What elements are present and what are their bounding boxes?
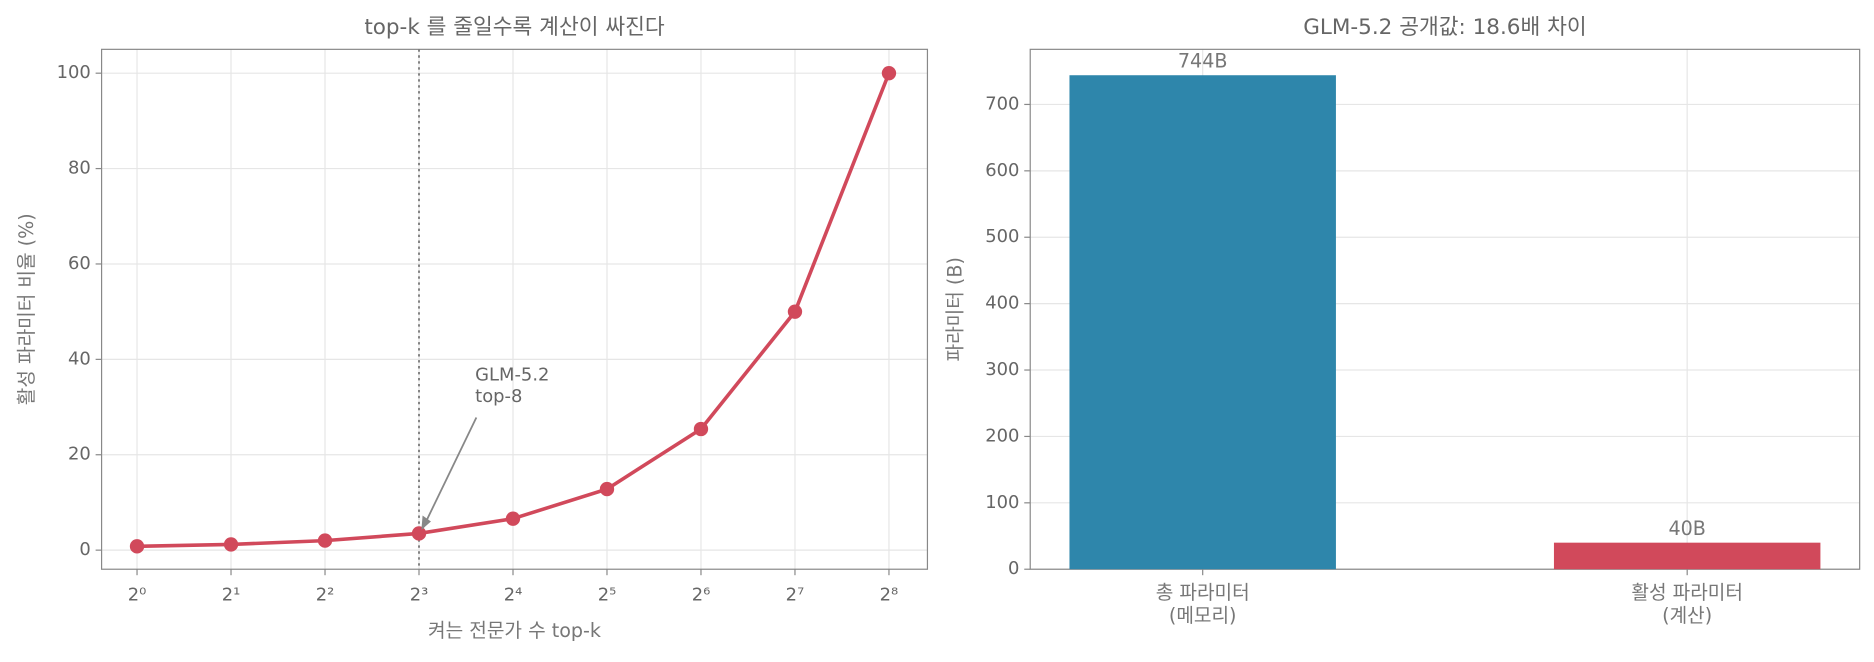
x-tick-label: 2⁵ [598, 585, 617, 606]
data-point [599, 481, 615, 497]
plot-frame [100, 48, 929, 570]
x-tick-label: 2⁸ [880, 585, 899, 606]
x-tick-label: 2⁰ [128, 585, 147, 606]
data-point [411, 526, 427, 541]
y-tick-label: 0 [79, 539, 90, 560]
y-tick-label: 40 [68, 348, 91, 369]
y-tick-label: 20 [68, 444, 91, 465]
y-tick-label: 400 [985, 293, 1019, 314]
y-tick-label: 0 [1008, 558, 1019, 579]
y-axis-label: 활성 파라미터 비율 (%) [15, 213, 38, 405]
arrow-head [421, 515, 431, 530]
value-label: 744B [1178, 50, 1228, 73]
y-tick-label: 60 [68, 253, 91, 274]
x-tick-label: 활성 파라미터 (계산) [1631, 581, 1743, 627]
chart-title: top-k 를 줄일수록 계산이 싸진다 [364, 15, 665, 40]
x-tick-label: 2⁴ [504, 585, 523, 606]
bar [1553, 542, 1821, 570]
data-point [223, 537, 239, 552]
y-tick-label: 100 [57, 62, 91, 83]
y-tick-label: 500 [985, 226, 1019, 247]
x-tick-label: 총 파라미터 (메모리) [1156, 581, 1250, 627]
x-tick-label: 2⁷ [786, 585, 805, 606]
chart-title: GLM-5.2 공개값: 18.6배 차이 [1303, 15, 1586, 40]
plot-frame [1029, 48, 1861, 570]
x-tick-label: 2⁶ [692, 585, 711, 606]
data-point [693, 421, 709, 437]
x-axis-label: 켜는 전문가 수 top-k [428, 619, 602, 642]
data-point [317, 533, 333, 548]
data-point [505, 511, 521, 526]
y-tick-label: 600 [985, 160, 1019, 181]
y-axis-label: 파라미터 (B) [944, 257, 967, 361]
y-tick-label: 80 [68, 158, 91, 179]
y-tick-label: 700 [985, 93, 1019, 114]
annotation-arrow [421, 417, 478, 530]
y-tick-label: 300 [985, 359, 1019, 380]
value-label: 40B [1668, 517, 1705, 540]
bar [1069, 75, 1336, 570]
data-point [787, 304, 803, 319]
annotation-text: GLM-5.2 top-8 [475, 365, 549, 408]
x-tick-label: 2³ [410, 585, 429, 606]
x-tick-label: 2² [316, 585, 335, 606]
x-tick-label: 2¹ [222, 585, 241, 606]
data-point [129, 539, 145, 554]
y-tick-label: 200 [985, 425, 1019, 446]
data-point [881, 66, 897, 81]
y-tick-label: 100 [985, 492, 1019, 513]
